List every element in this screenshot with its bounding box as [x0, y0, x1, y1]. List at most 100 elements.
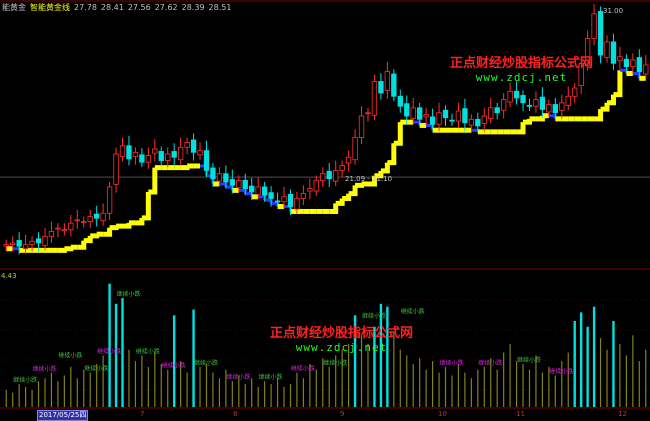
date-tick: 10 [438, 410, 447, 418]
candle-body [507, 90, 513, 103]
candle-body [345, 156, 352, 164]
candle-body [210, 167, 216, 180]
candle-body [539, 96, 546, 110]
volume-bar [367, 343, 369, 407]
volume-bar [599, 338, 602, 407]
candle-body [378, 81, 384, 94]
volume-bar [121, 298, 124, 407]
volume-bar [341, 349, 343, 407]
volume-bar [108, 283, 111, 407]
candle-body [326, 170, 332, 180]
gold-line-segment [600, 102, 610, 112]
candle-body [229, 179, 235, 186]
date-tick: 7 [140, 410, 145, 418]
volume-bar [386, 306, 389, 407]
candle-body [236, 179, 242, 189]
volume-bar [76, 378, 78, 407]
candle-body [249, 185, 255, 193]
candle-body [410, 107, 416, 119]
gold-line-segment [607, 94, 616, 106]
volume-bar [419, 358, 421, 407]
volume-bar [89, 372, 91, 407]
date-tick: 8 [233, 410, 238, 418]
volume-bar [503, 352, 505, 407]
gold-line-segment [426, 123, 435, 131]
gold-line-segment [57, 247, 67, 253]
volume-bar [225, 369, 227, 407]
signal-label: 继续小跌 [162, 362, 186, 370]
volume-bar [483, 366, 485, 407]
signal-label: 继续小跌 [549, 367, 573, 375]
candle-body [152, 148, 158, 154]
volume-bar [63, 375, 65, 407]
volume-bar [44, 378, 46, 407]
candle-body [74, 219, 80, 222]
candle-body [578, 62, 584, 86]
volume-bar [592, 306, 596, 407]
volume-bar [444, 366, 447, 407]
candle-body [417, 107, 423, 120]
volume-bar [57, 381, 59, 407]
volume-bar [186, 372, 188, 407]
candle-body [126, 145, 132, 160]
gold-line-segment [83, 235, 93, 244]
candle-body [10, 242, 16, 245]
candle-body [462, 108, 468, 124]
volume-bar [490, 358, 492, 407]
volume-bar [606, 349, 608, 407]
candle-body [313, 179, 319, 192]
candle-body [42, 235, 48, 246]
candle-body [604, 41, 610, 58]
gold-line-segment [109, 225, 119, 231]
candle-body [494, 107, 500, 114]
candle-body [81, 221, 87, 223]
candle-body [16, 240, 22, 247]
volume-bar [296, 372, 298, 407]
candle-body [572, 87, 578, 97]
gold-line-segment [367, 175, 377, 187]
volume-bar [425, 369, 427, 407]
gold-line-segment [329, 203, 339, 214]
candle-body [197, 150, 203, 156]
watermark-title: 正点财经炒股指标公式网 [270, 326, 414, 341]
gold-line-segment [141, 192, 151, 221]
volume-bar [160, 363, 162, 407]
candle-body [119, 145, 126, 157]
candle-body [216, 173, 223, 182]
date-tick: 9 [340, 410, 345, 418]
volume-bar [528, 369, 531, 407]
candle-body [274, 200, 281, 203]
volume-bar [451, 375, 453, 407]
candle-body [3, 244, 9, 247]
volume-bar [477, 369, 479, 407]
gold-line-segment [77, 240, 87, 250]
volume-bar [5, 389, 7, 407]
volume-bar [37, 381, 40, 407]
candle-body [591, 13, 597, 40]
candle-body [106, 186, 113, 214]
candle-body [391, 73, 397, 97]
volume-bar [302, 378, 304, 407]
gold-line-segment [348, 185, 358, 197]
volume-bar [128, 349, 130, 407]
volume-bar [548, 366, 550, 407]
volume-bar [270, 384, 272, 407]
signal-label: 继续小跌 [226, 373, 250, 381]
candle-body [320, 173, 326, 181]
candle-body [113, 153, 119, 185]
candle-body [610, 41, 617, 64]
signal-label: 继续小跌 [97, 347, 121, 355]
high-price-label: 31.00 [603, 7, 624, 15]
signal-label: 继续小跌 [259, 373, 283, 381]
volume-bar [431, 361, 434, 407]
candle-body [68, 222, 74, 231]
volume-bar [70, 366, 72, 407]
gold-line-segment [380, 162, 390, 174]
candle-body [190, 139, 197, 153]
volume-bar [509, 343, 511, 407]
volume-bar [244, 384, 246, 407]
volume-bar [393, 332, 395, 407]
volume-bar [360, 335, 363, 407]
volume-bar [238, 375, 240, 407]
